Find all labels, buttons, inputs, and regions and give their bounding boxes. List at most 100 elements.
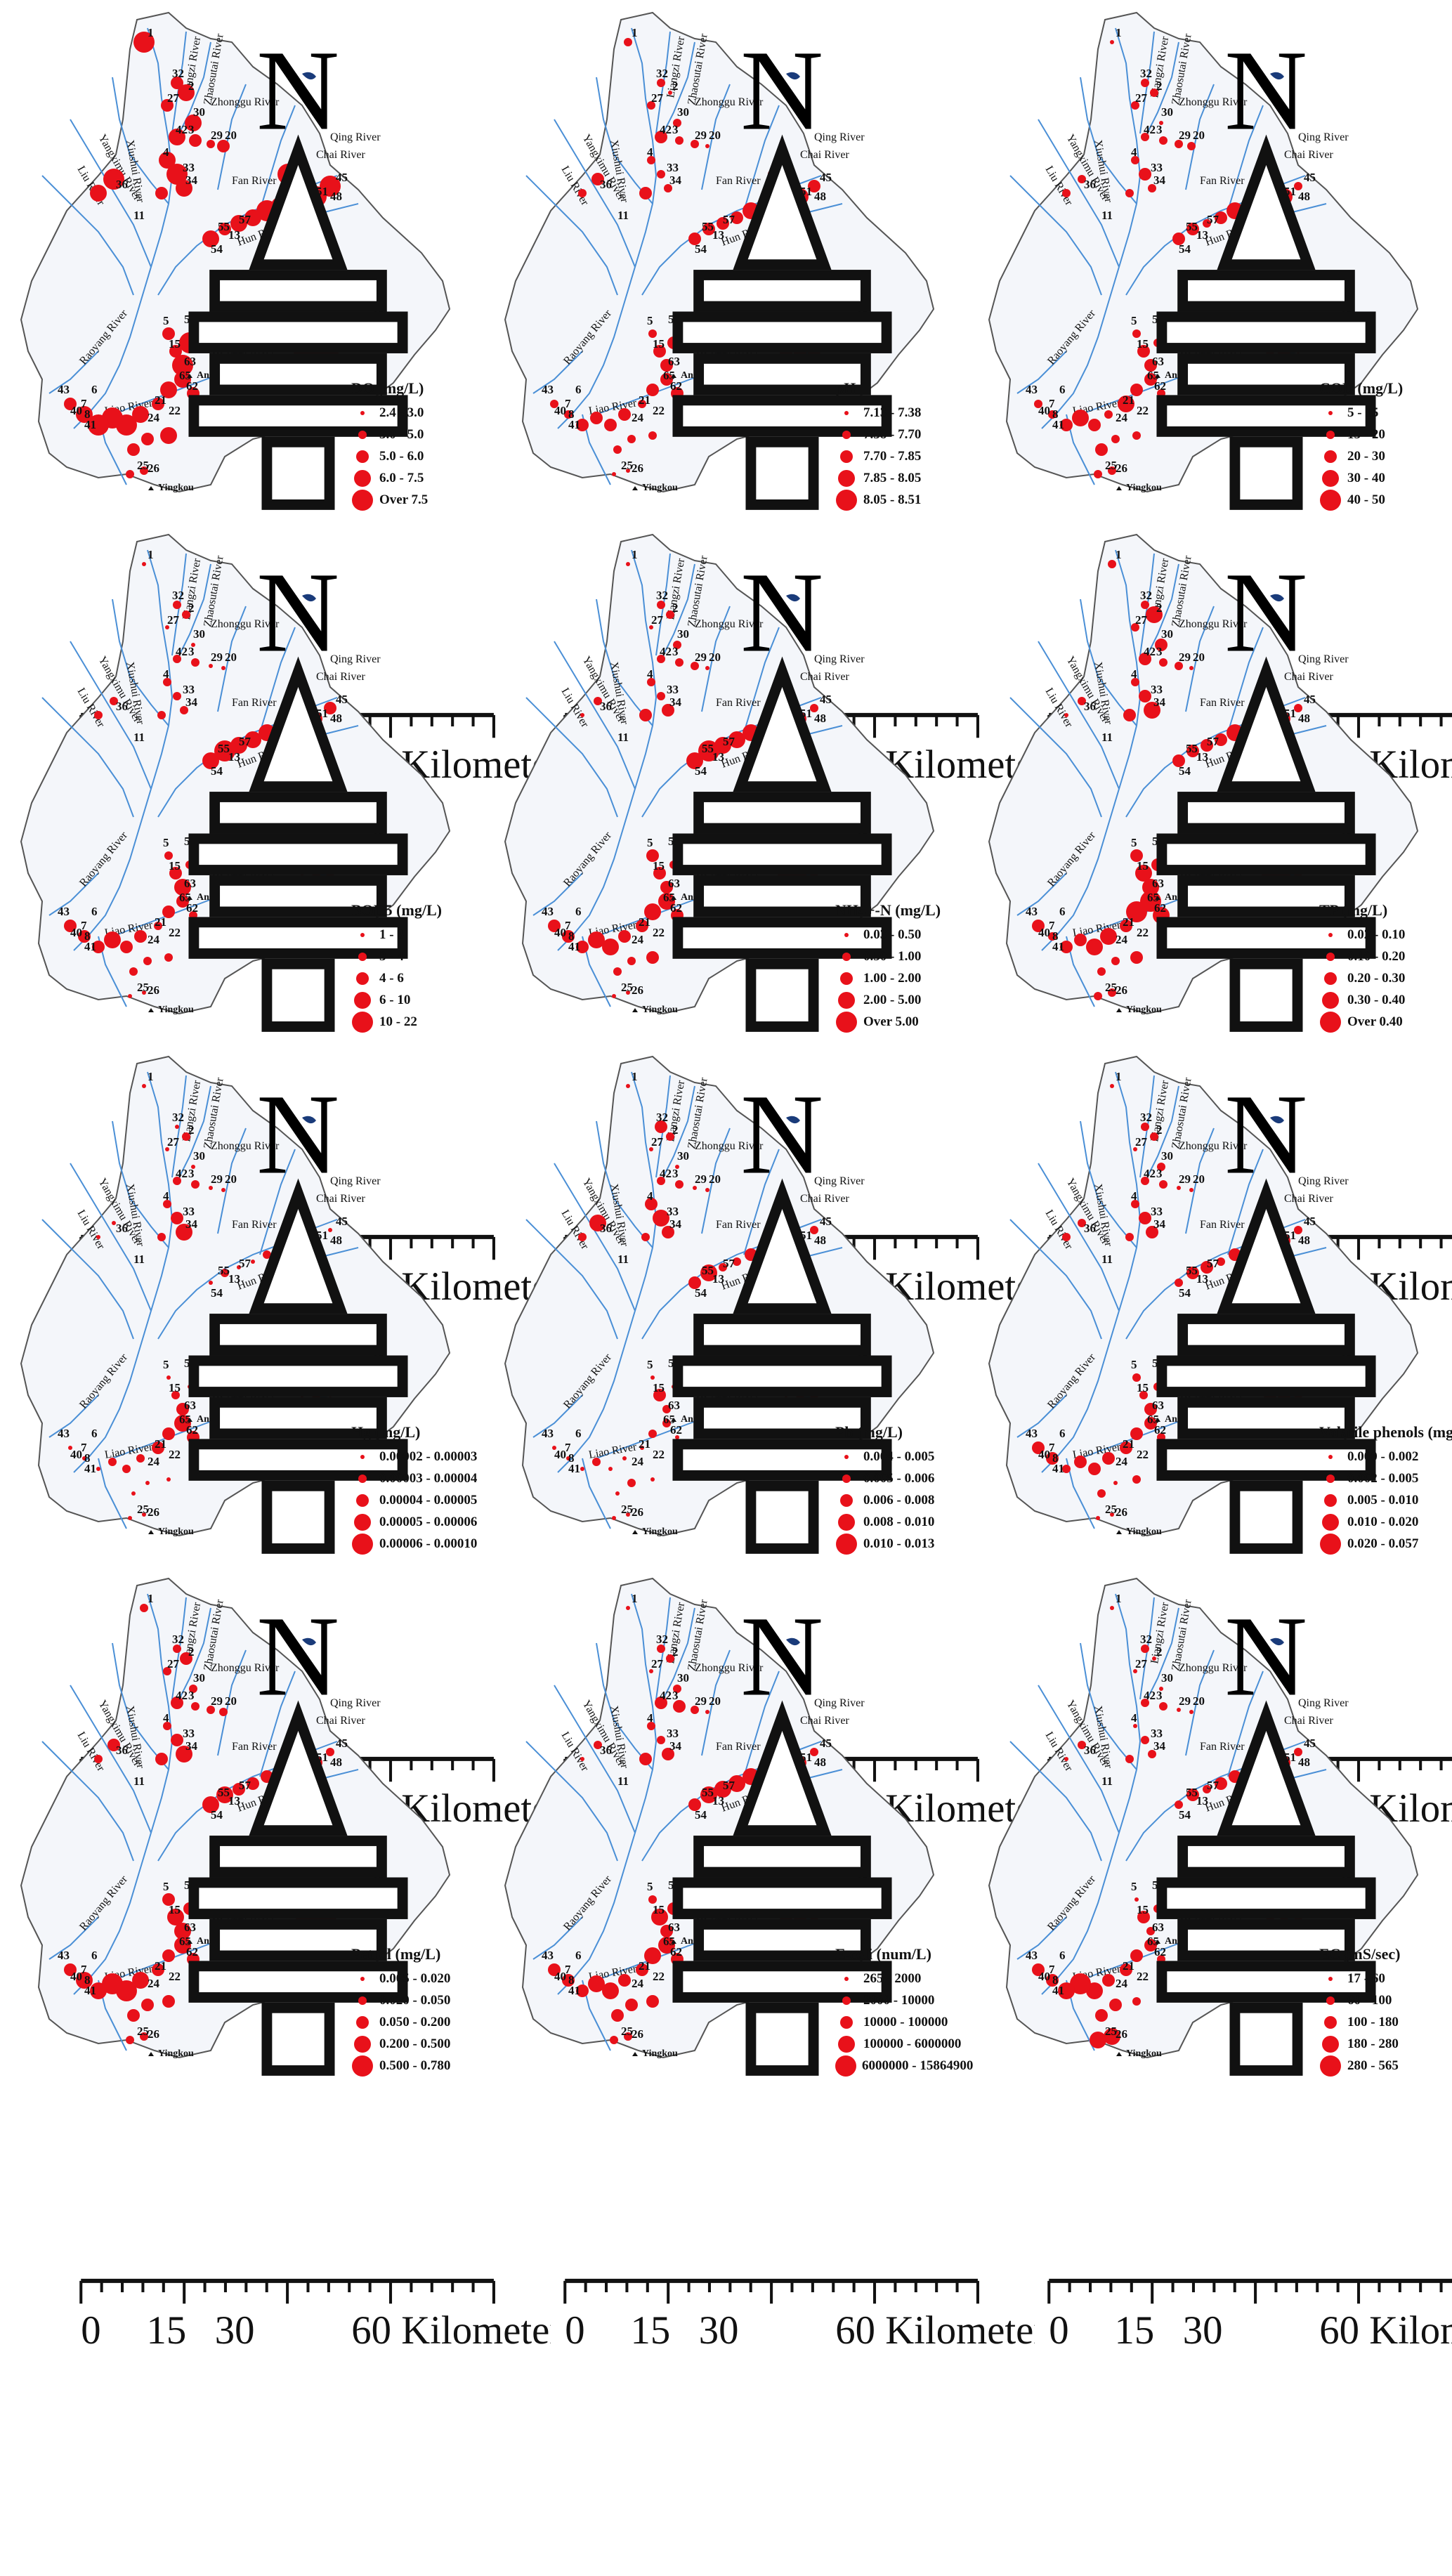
site-label: 43 bbox=[1026, 383, 1038, 396]
city-marker bbox=[1116, 486, 1122, 490]
legend-label: 30 - 40 bbox=[1347, 470, 1385, 485]
site-label: 32 bbox=[656, 67, 668, 80]
site-dot bbox=[657, 1736, 665, 1744]
site-dot bbox=[68, 1446, 72, 1450]
site-label: 41 bbox=[84, 1984, 96, 1997]
site-label: 15 bbox=[169, 1381, 181, 1394]
site-dot bbox=[160, 427, 177, 444]
site-dot bbox=[1120, 920, 1132, 932]
site-dot bbox=[76, 1972, 93, 1989]
site-dot bbox=[120, 941, 133, 953]
site-dot bbox=[1294, 1226, 1302, 1234]
legend-item: 7.38 - 7.70 bbox=[835, 424, 965, 445]
site-dot bbox=[657, 1177, 665, 1185]
site-label: 33 bbox=[667, 161, 679, 174]
reservoir-shape bbox=[786, 1637, 800, 1646]
site-label: 34 bbox=[669, 1739, 682, 1753]
site-label: 1 bbox=[632, 26, 638, 39]
river-line-12 bbox=[582, 1458, 611, 1529]
legend-title: BOD5 (mg/L) bbox=[351, 901, 442, 919]
site-dot bbox=[1088, 1463, 1101, 1475]
site-dot bbox=[731, 211, 743, 224]
site-label: 55 bbox=[1186, 1264, 1198, 1277]
site-label: 62 bbox=[186, 1945, 198, 1959]
site-label: 30 bbox=[193, 105, 205, 119]
site-dot bbox=[1150, 1132, 1158, 1141]
site-label: 29 bbox=[1179, 1694, 1191, 1708]
site-dot bbox=[165, 625, 169, 629]
site-dot bbox=[1157, 1163, 1165, 1171]
site-label: 42 bbox=[1144, 645, 1156, 658]
site-dot bbox=[673, 119, 681, 127]
legend-label: 1 - 3 bbox=[379, 927, 404, 942]
legend-label: 0.005 - 0.020 bbox=[379, 1970, 451, 1986]
map-panel-9: Zhaosutai River Liangzi River Zhonggu Rive… bbox=[968, 1044, 1452, 1831]
site-label: 24 bbox=[148, 1977, 160, 1990]
site-dot bbox=[675, 1180, 684, 1189]
river-line-2 bbox=[1143, 1607, 1179, 1707]
river-line-5 bbox=[525, 1219, 618, 1340]
site-label: 65 bbox=[179, 369, 191, 382]
site-dot bbox=[1186, 1267, 1199, 1279]
site-dot bbox=[64, 1963, 77, 1976]
legend-label: 60 - 100 bbox=[1347, 1992, 1392, 2008]
site-dot bbox=[202, 230, 219, 247]
site-dot bbox=[1175, 662, 1183, 670]
site-label: 7 bbox=[565, 919, 571, 932]
river-line-9 bbox=[1016, 1394, 1067, 1438]
site-dot bbox=[1139, 1212, 1151, 1224]
river-line-5 bbox=[1009, 697, 1102, 818]
site-label: 32 bbox=[1140, 589, 1152, 602]
site-label: 22 bbox=[1137, 1448, 1149, 1461]
city-marker bbox=[187, 896, 192, 900]
site-dot bbox=[1062, 1233, 1071, 1241]
legend-dot bbox=[836, 1011, 857, 1033]
site-label: 54 bbox=[211, 1286, 223, 1300]
city-marker bbox=[148, 1008, 154, 1012]
site-dot bbox=[155, 187, 168, 200]
site-dot bbox=[649, 625, 653, 629]
site-label: 29 bbox=[695, 1694, 707, 1708]
legend-dot bbox=[1326, 952, 1335, 961]
legend-rows: 0.004 - 0.005 0.005 - 0.006 0.006 - 0.008 0… bbox=[835, 1446, 965, 1555]
river-line-2 bbox=[659, 1085, 695, 1185]
site-label: 42 bbox=[176, 645, 188, 658]
river-line-3 bbox=[1080, 77, 1137, 204]
site-dot bbox=[693, 1186, 697, 1190]
legend-dot bbox=[360, 410, 365, 415]
site-label: 55 bbox=[218, 742, 230, 755]
site-label: 42 bbox=[176, 123, 188, 136]
legend-item: 3.0 - 5.0 bbox=[351, 424, 481, 445]
site-dot bbox=[1088, 419, 1101, 431]
site-label: 57 bbox=[239, 735, 251, 748]
site-label: 5 bbox=[163, 314, 169, 327]
site-label: 55 bbox=[218, 1786, 230, 1799]
site-dot bbox=[157, 711, 166, 719]
site-label: 55 bbox=[702, 220, 714, 233]
legend: DO (mg/L) 2.4 - 3.0 3.0 - 5.0 5.0 - 6.0 6.0… bbox=[351, 379, 481, 511]
scale-tick-label: 15 bbox=[146, 2308, 186, 2353]
site-label: 8 bbox=[1052, 929, 1059, 943]
site-dot bbox=[171, 1391, 180, 1399]
site-dot bbox=[1058, 1982, 1075, 1999]
site-label: 22 bbox=[653, 1448, 665, 1461]
site-dot bbox=[1034, 400, 1042, 408]
site-dot bbox=[128, 1516, 132, 1520]
site-label: 7 bbox=[1049, 1441, 1055, 1454]
legend-item: 5.0 - 6.0 bbox=[351, 445, 481, 467]
site-label: 45 bbox=[1304, 1737, 1316, 1750]
site-dot bbox=[102, 1973, 123, 1994]
site-dot bbox=[660, 881, 673, 894]
river-line-4 bbox=[70, 641, 152, 790]
river-line-11 bbox=[701, 1649, 731, 1756]
site-label: 21 bbox=[639, 915, 650, 929]
site-label: 21 bbox=[155, 915, 166, 929]
site-label: 6 bbox=[1059, 383, 1066, 396]
site-dot bbox=[647, 156, 655, 164]
legend-label: 6.0 - 7.5 bbox=[379, 470, 424, 485]
site-dot bbox=[639, 187, 652, 200]
site-label: 20 bbox=[709, 129, 721, 142]
site-dot bbox=[155, 1753, 168, 1765]
site-dot bbox=[1141, 1123, 1149, 1131]
